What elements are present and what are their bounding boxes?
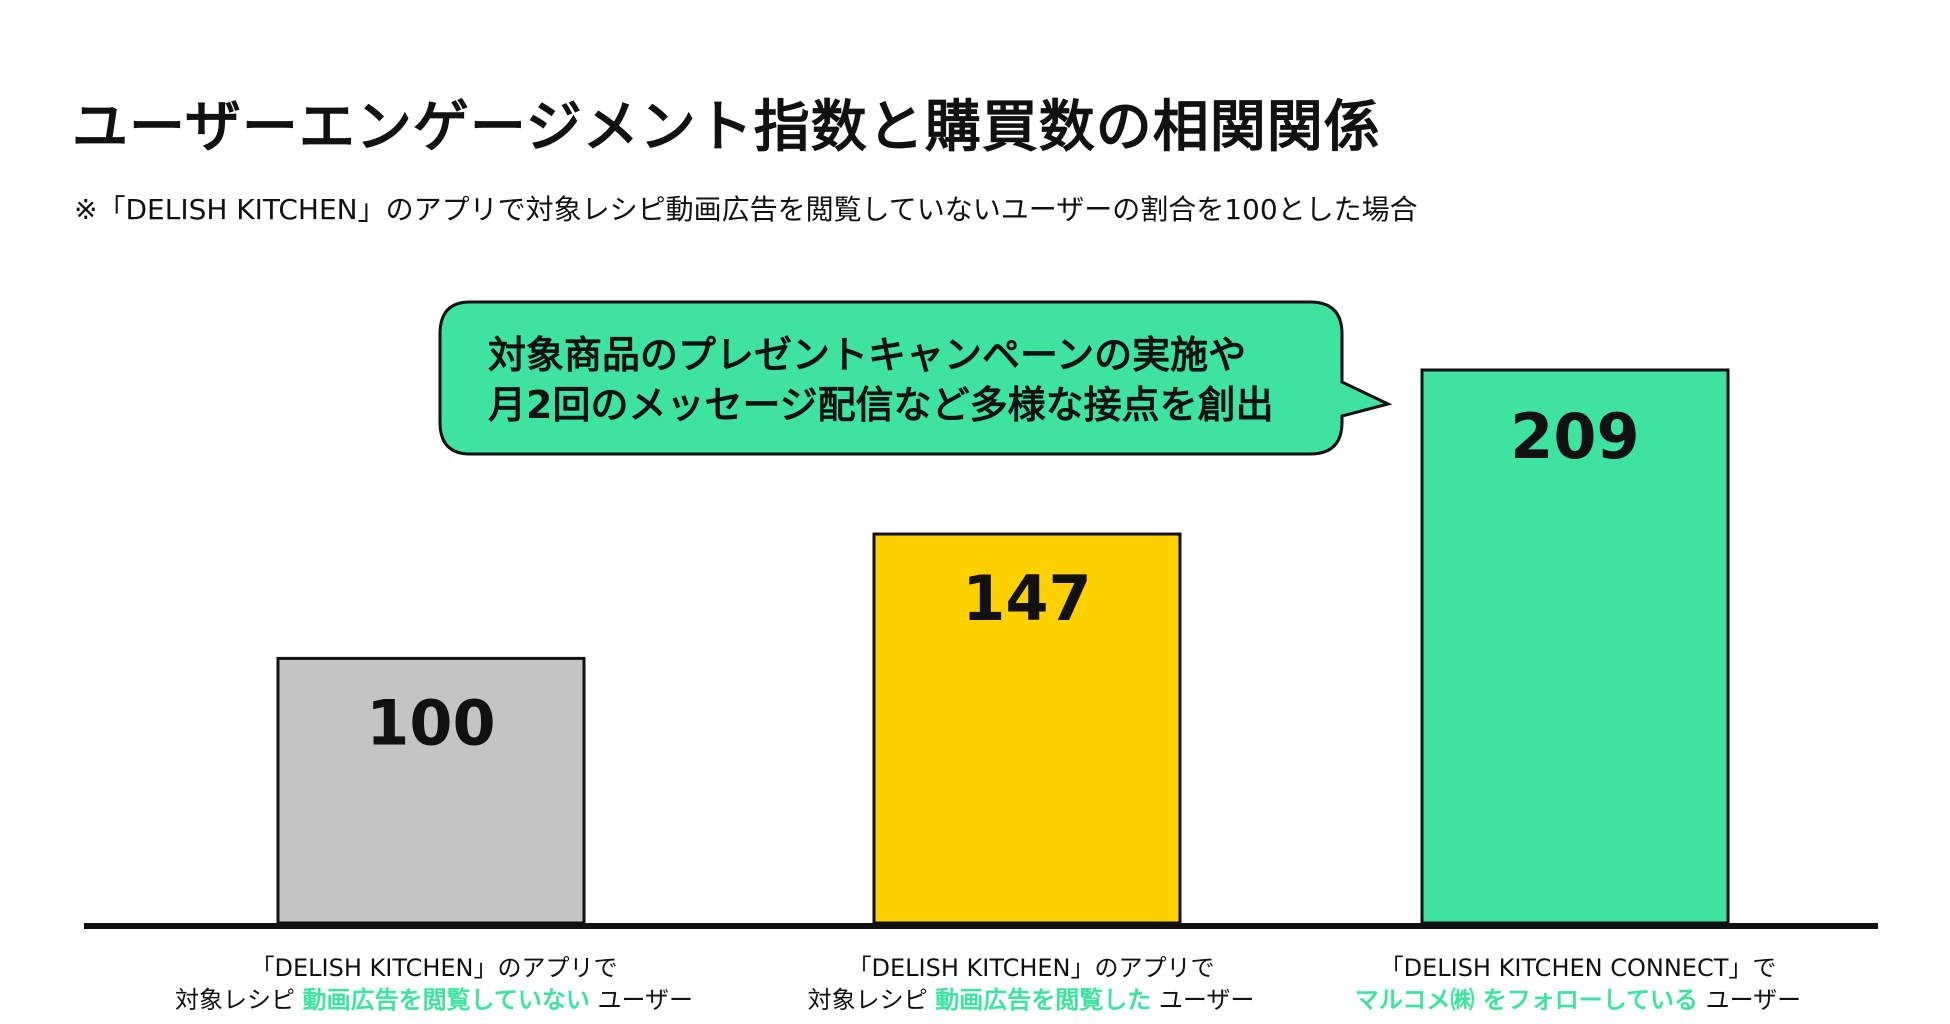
category-label-line2: マルコメ㈱ をフォローしている ユーザー xyxy=(1298,984,1858,1016)
bars-layer: 100 147 209 xyxy=(276,368,1730,925)
chart-note: ※「DELISH KITCHEN」のアプリで対象レシピ動画広告を閲覧していないユ… xyxy=(74,193,1418,226)
callout-line-1: 対象商品のプレゼントキャンペーンの実施や xyxy=(488,333,1247,377)
bar-value-label: 100 xyxy=(366,686,495,759)
category-label-highlight: マルコメ㈱ をフォローしている xyxy=(1354,986,1698,1014)
callout-line-2: 月2回のメッセージ配信など多様な接点を創出 xyxy=(488,383,1274,427)
category-label-post: ユーザー xyxy=(1151,986,1255,1014)
bar-value-label: 209 xyxy=(1510,400,1639,473)
category-label-pre: 対象レシピ xyxy=(807,986,936,1014)
category-label-pre: 対象レシピ xyxy=(174,986,303,1014)
category-label-line1: 「DELISH KITCHEN」のアプリで xyxy=(847,954,1215,982)
category-label: 「DELISH KITCHEN」のアプリで 対象レシピ 動画広告を閲覧していない… xyxy=(154,952,714,1016)
category-label-highlight: 動画広告を閲覧していない xyxy=(302,986,590,1014)
bar-2 xyxy=(1420,368,1730,925)
category-label: 「DELISH KITCHEN」のアプリで 対象レシピ 動画広告を閲覧した ユー… xyxy=(751,952,1311,1016)
category-label-highlight: 動画広告を閲覧した xyxy=(935,986,1152,1014)
category-label-line1: 「DELISH KITCHEN」のアプリで xyxy=(250,954,618,982)
category-label: 「DELISH KITCHEN CONNECT」で マルコメ㈱ をフォローしてい… xyxy=(1298,952,1858,1016)
callout-text: 対象商品のプレゼントキャンペーンの実施や 月2回のメッセージ配信など多様な接点を… xyxy=(488,330,1274,430)
category-label-post: ユーザー xyxy=(1698,986,1802,1014)
callout-bubble xyxy=(438,300,1393,456)
callout-bubble-layer xyxy=(438,300,1393,456)
category-label-line1: 「DELISH KITCHEN CONNECT」で xyxy=(1379,954,1777,982)
category-label-line2: 対象レシピ 動画広告を閲覧していない ユーザー xyxy=(154,984,714,1016)
category-label-post: ユーザー xyxy=(589,986,694,1014)
bar-value-label: 147 xyxy=(962,562,1091,635)
category-label-line2: 対象レシピ 動画広告を閲覧した ユーザー xyxy=(751,984,1311,1016)
chart-title: ユーザーエンゲージメント指数と購買数の相関関係 xyxy=(72,95,1381,160)
